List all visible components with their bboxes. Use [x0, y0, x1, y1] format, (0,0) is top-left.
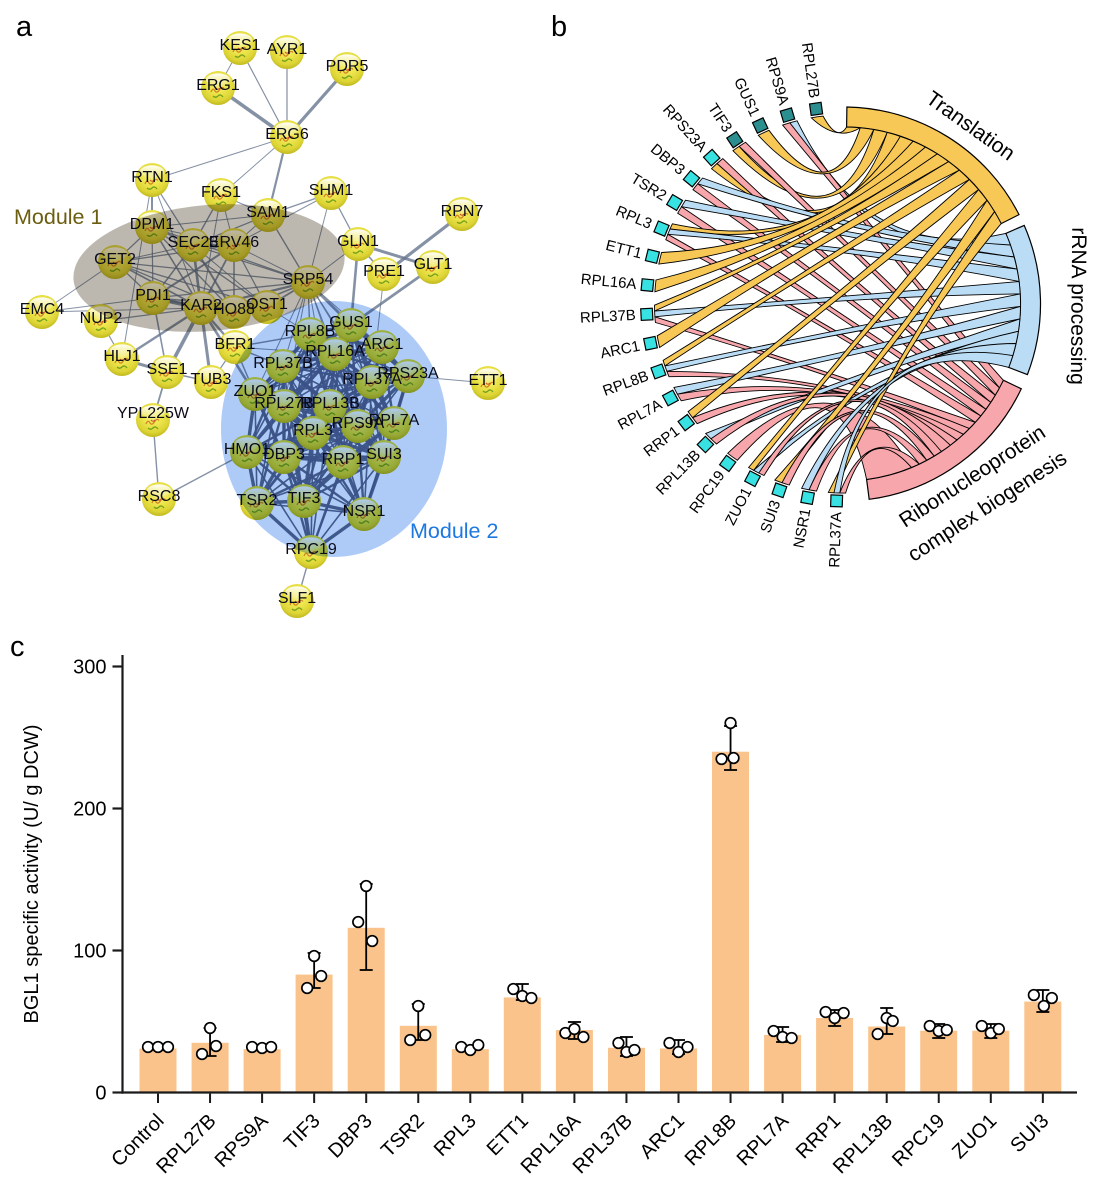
svg-text:b: b [551, 11, 567, 43]
svg-text:BFR1: BFR1 [215, 336, 256, 353]
svg-text:PDR5: PDR5 [326, 58, 369, 75]
svg-text:TIF3: TIF3 [288, 490, 321, 507]
svg-text:SAM1: SAM1 [246, 204, 290, 221]
svg-text:ETT1: ETT1 [468, 372, 507, 389]
svg-text:HLJ1: HLJ1 [103, 348, 140, 365]
svg-text:KES1: KES1 [220, 37, 261, 54]
svg-text:GLT1: GLT1 [414, 256, 453, 273]
svg-text:ERG1: ERG1 [196, 77, 240, 94]
svg-text:RPL37A: RPL37A [342, 371, 402, 388]
svg-text:KAR2: KAR2 [180, 297, 222, 314]
svg-text:RSC8: RSC8 [138, 488, 181, 505]
svg-text:GUS1: GUS1 [329, 314, 373, 331]
svg-text:200: 200 [73, 799, 106, 821]
svg-text:Module 1: Module 1 [14, 205, 102, 229]
svg-text:ZUO1: ZUO1 [234, 383, 277, 400]
svg-text:TUB3: TUB3 [191, 371, 232, 388]
svg-text:ARC1: ARC1 [361, 336, 404, 353]
svg-text:100: 100 [73, 941, 106, 963]
svg-text:SEC23: SEC23 [168, 234, 219, 251]
svg-text:RPN7: RPN7 [441, 203, 484, 220]
svg-text:RPL37B: RPL37B [253, 355, 313, 372]
svg-text:FKS1: FKS1 [201, 184, 241, 201]
svg-text:rRNA processing: rRNA processing [1066, 227, 1090, 385]
svg-text:SLF1: SLF1 [278, 590, 316, 607]
svg-text:300: 300 [73, 657, 106, 679]
svg-text:ERV46: ERV46 [209, 234, 260, 251]
svg-text:HMO1: HMO1 [224, 441, 270, 458]
svg-text:RPL16A: RPL16A [305, 343, 365, 360]
svg-text:RPL7A: RPL7A [369, 412, 420, 429]
svg-text:NSR1: NSR1 [343, 503, 386, 520]
svg-text:ERG6: ERG6 [265, 126, 309, 143]
svg-text:RPL37B: RPL37B [580, 307, 637, 327]
svg-text:RPC19: RPC19 [285, 541, 337, 558]
svg-text:AYR1: AYR1 [267, 41, 308, 58]
svg-text:RTN1: RTN1 [131, 169, 173, 186]
svg-text:Module 2: Module 2 [410, 519, 498, 543]
svg-text:RPL13B: RPL13B [300, 395, 360, 412]
svg-text:YPL225W: YPL225W [117, 405, 190, 422]
svg-text:RPS23A: RPS23A [377, 365, 439, 382]
svg-text:RRP1: RRP1 [322, 451, 365, 468]
svg-text:GET2: GET2 [94, 251, 136, 268]
svg-text:DBP3: DBP3 [263, 446, 305, 463]
svg-text:SUI3: SUI3 [366, 446, 402, 463]
svg-text:RPS9A: RPS9A [332, 415, 385, 432]
svg-text:RPL3: RPL3 [293, 422, 333, 439]
svg-text:SRP54: SRP54 [283, 271, 334, 288]
svg-text:HO88: HO88 [213, 301, 255, 318]
svg-text:SHM1: SHM1 [309, 182, 354, 199]
svg-text:PRE1: PRE1 [363, 263, 405, 280]
svg-text:RPL27B: RPL27B [254, 395, 314, 412]
svg-text:PDI1: PDI1 [135, 287, 171, 304]
svg-text:0: 0 [95, 1083, 106, 1105]
svg-text:GLN1: GLN1 [337, 233, 379, 250]
svg-text:DPM1: DPM1 [130, 216, 175, 233]
svg-text:a: a [16, 11, 33, 43]
svg-text:RPL16A: RPL16A [580, 271, 637, 293]
svg-text:RPL8B: RPL8B [285, 323, 336, 340]
svg-text:NUP2: NUP2 [80, 310, 123, 327]
svg-text:EMC4: EMC4 [20, 301, 65, 318]
svg-text:RPL37A: RPL37A [826, 512, 845, 568]
svg-text:SSE1: SSE1 [147, 361, 188, 378]
svg-text:BGL1 specific activity (U/ g D: BGL1 specific activity (U/ g DCW) [21, 725, 43, 1024]
svg-text:TSR2: TSR2 [237, 492, 278, 509]
svg-text:OST1: OST1 [246, 296, 288, 313]
svg-text:c: c [10, 631, 25, 663]
